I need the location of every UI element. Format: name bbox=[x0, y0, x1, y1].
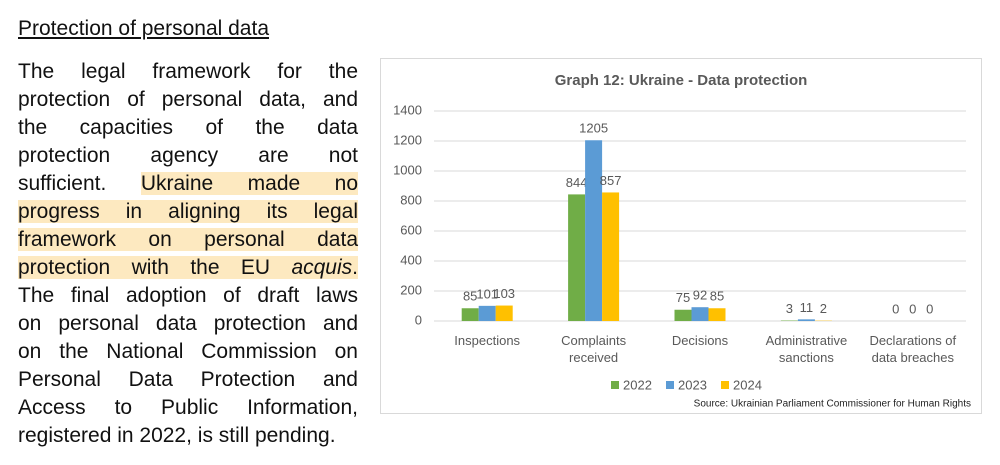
bar bbox=[674, 309, 692, 321]
data-label: 75 bbox=[676, 290, 690, 305]
data-label: 85 bbox=[710, 289, 724, 304]
bar bbox=[797, 319, 815, 321]
data-label: 844 bbox=[566, 175, 588, 190]
legend-swatch bbox=[721, 381, 729, 389]
data-label: 101 bbox=[476, 286, 498, 301]
y-tick-label: 400 bbox=[400, 252, 422, 267]
y-tick-label: 1400 bbox=[393, 102, 422, 117]
source-note: Source: Ukrainian Parliament Commissione… bbox=[694, 399, 971, 410]
highlighted-text: protection with the EU bbox=[18, 256, 292, 279]
highlighted-text: acquis bbox=[291, 256, 353, 279]
data-label: 2 bbox=[820, 301, 827, 316]
x-tick-label: Decisions bbox=[671, 333, 729, 348]
data-label: 103 bbox=[493, 286, 515, 301]
text-line: The legal framework for the bbox=[18, 58, 358, 86]
chart-canvas: Graph 12: Ukraine - Data protection 0200… bbox=[393, 72, 971, 410]
bar bbox=[478, 305, 496, 321]
text-line: framework on personal data bbox=[18, 226, 358, 254]
bar bbox=[568, 194, 586, 321]
text: protection agency are not bbox=[18, 144, 358, 167]
bar bbox=[585, 140, 603, 321]
text-line: on personal data protection and bbox=[18, 310, 358, 338]
data-label: 0 bbox=[892, 301, 899, 316]
text: The final adoption of draft laws bbox=[18, 284, 358, 307]
x-tick-label: Complaints received bbox=[561, 333, 627, 365]
text: sufficient. bbox=[18, 172, 141, 195]
text: Access to Public Information, bbox=[18, 396, 358, 419]
text-line: registered in 2022, is still pending. bbox=[18, 422, 358, 450]
y-tick-label: 600 bbox=[400, 222, 422, 237]
bar bbox=[495, 305, 513, 321]
data-label: 92 bbox=[693, 288, 707, 303]
legend-swatch bbox=[666, 381, 674, 389]
y-tick-label: 0 bbox=[415, 312, 422, 327]
chart-title: Graph 12: Ukraine - Data protection bbox=[555, 72, 808, 89]
data-label: 857 bbox=[600, 173, 622, 188]
data-label: 11 bbox=[800, 300, 814, 315]
x-tick-label: Declarations of data breaches bbox=[869, 333, 957, 365]
data-label: 3 bbox=[786, 301, 793, 316]
chart: Graph 12: Ukraine - Data protection 0 200… bbox=[380, 58, 982, 414]
highlighted-text: Ukraine made no bbox=[140, 172, 359, 195]
y-tick-label: 800 bbox=[400, 192, 422, 207]
bar bbox=[691, 307, 709, 321]
highlighted-text: . bbox=[352, 256, 358, 279]
text: Personal Data Protection and bbox=[18, 368, 358, 391]
data-label: 85 bbox=[463, 289, 477, 304]
text: registered in 2022, is still pending. bbox=[18, 424, 336, 447]
text-line: protection with the EU acquis. bbox=[18, 254, 358, 282]
text-line: sufficient. Ukraine made no bbox=[18, 170, 359, 198]
text-line: Access to Public Information, bbox=[18, 394, 358, 422]
text-line: Personal Data Protection and bbox=[18, 366, 358, 394]
section-heading: Protection of personal data bbox=[18, 17, 269, 40]
text-line: on the National Commission on bbox=[18, 338, 358, 366]
text: The legal framework for the bbox=[18, 60, 358, 83]
data-label: 1205 bbox=[579, 121, 608, 136]
text: the capacities of the data bbox=[18, 116, 358, 139]
text-line: protection agency are not bbox=[18, 142, 358, 170]
text: protection of personal data, and bbox=[18, 88, 358, 111]
bar bbox=[708, 308, 726, 321]
text: on personal data protection and bbox=[18, 312, 358, 335]
data-label: 0 bbox=[909, 301, 916, 316]
legend-label: 2023 bbox=[678, 377, 707, 392]
text-line: The final adoption of draft laws bbox=[18, 282, 358, 310]
text: on the National Commission on bbox=[18, 340, 358, 363]
legend-swatch bbox=[611, 381, 619, 389]
legend-label: 2024 bbox=[733, 377, 762, 392]
y-tick-label: 200 bbox=[400, 282, 422, 297]
legend-label: 2022 bbox=[623, 377, 652, 392]
highlighted-text: framework on personal data bbox=[18, 228, 358, 251]
highlighted-text: progress in aligning its legal bbox=[18, 200, 358, 223]
bar bbox=[602, 192, 620, 321]
x-tick-label: Administrative sanctions bbox=[765, 333, 848, 365]
text-line: progress in aligning its legal bbox=[18, 198, 358, 226]
data-label: 0 bbox=[926, 301, 933, 316]
text-line: protection of personal data, and bbox=[18, 86, 358, 114]
x-tick-label: Inspections bbox=[454, 333, 521, 348]
bar bbox=[461, 308, 479, 321]
y-tick-label: 1200 bbox=[393, 132, 422, 147]
text-line: the capacities of the data bbox=[18, 114, 358, 142]
y-tick-label: 1000 bbox=[393, 162, 422, 177]
paragraph: The legal framework for the protection of… bbox=[18, 58, 359, 450]
